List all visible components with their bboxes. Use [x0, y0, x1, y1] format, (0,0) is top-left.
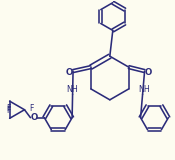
Text: NH: NH	[139, 85, 150, 94]
Text: NH: NH	[67, 85, 78, 94]
Text: F: F	[6, 106, 11, 115]
Text: O: O	[31, 113, 38, 122]
Text: O: O	[145, 68, 152, 77]
Text: F: F	[6, 104, 11, 113]
Text: O: O	[65, 68, 73, 77]
Text: F: F	[29, 104, 34, 113]
